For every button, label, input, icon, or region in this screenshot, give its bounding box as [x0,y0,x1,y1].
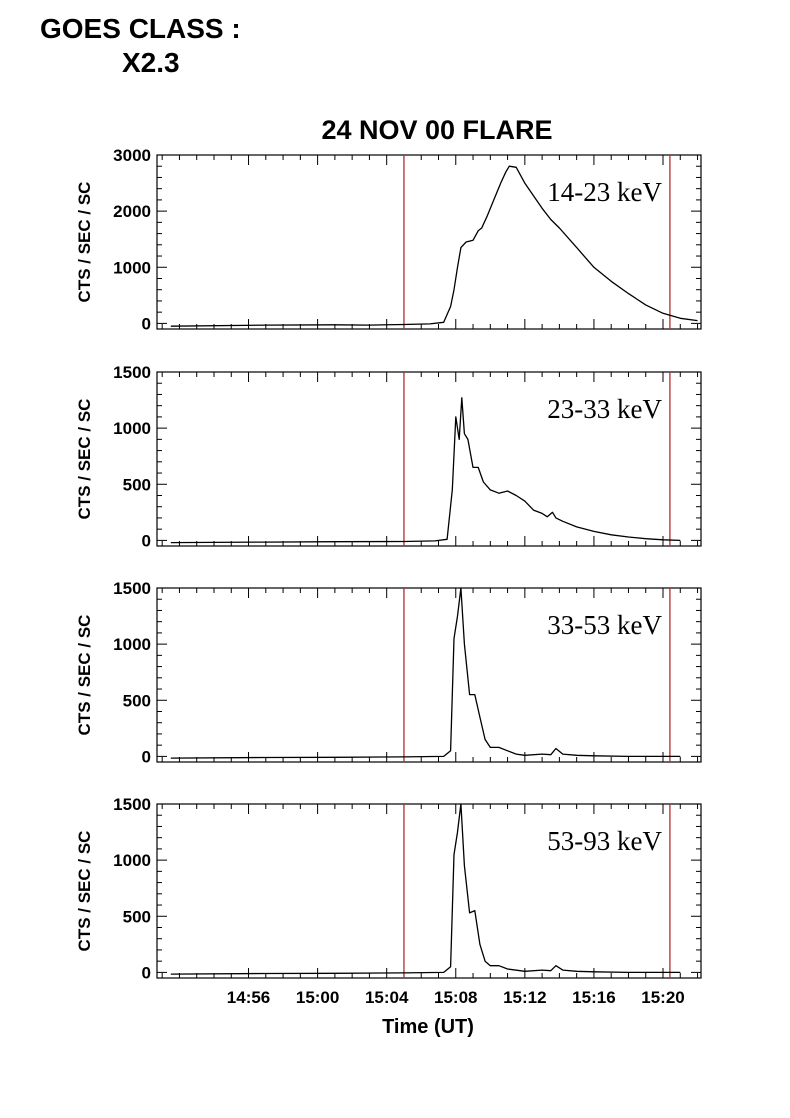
x-tick-label: 14:56 [227,988,270,1007]
y-tick-label: 1000 [113,419,151,438]
goes-class-annotation: GOES CLASS : X2.3 [40,12,241,80]
y-tick-label: 1500 [113,795,151,814]
y-axis-label: CTS / SEC / SC [75,399,94,520]
plot-frame [156,154,702,330]
x-tick-label: 15:12 [503,988,546,1007]
y-tick-label: 1000 [113,258,151,277]
y-tick-label: 0 [142,747,151,766]
x-tick-label: 15:16 [572,988,615,1007]
x-tick-label: 15:08 [434,988,477,1007]
energy-band-label: 53-93 keV [547,826,662,856]
count-rate-line [170,397,681,544]
panel-3: 0 500 1000 1500 CTS / SEC / SC 33-53 keV [75,579,702,766]
y-tick-label: 2000 [113,202,151,221]
y-axis-label: CTS / SEC / SC [75,182,94,303]
x-axis-label: Time (UT) [382,1016,474,1038]
y-tick-label: 1500 [113,579,151,598]
y-axis-label: CTS / SEC / SC [75,615,94,736]
energy-band-label: 14-23 keV [547,177,662,207]
count-rate-line [170,587,681,759]
energy-band-label: 33-53 keV [547,610,662,640]
y-axis-label: CTS / SEC / SC [75,831,94,952]
plot-frame [156,587,702,763]
plot-frame [156,371,702,547]
panel-4: 0 500 1000 1500 CTS / SEC / SC 53-93 keV [75,795,702,982]
y-tick-label: 0 [142,963,151,982]
y-tick-label: 500 [123,691,151,710]
x-tick-label: 15:04 [365,988,409,1007]
y-tick-label: 500 [123,907,151,926]
y-tick-label: 1000 [113,851,151,870]
y-tick-label: 0 [142,531,151,550]
y-tick-label: 3000 [113,146,151,165]
y-tick-label: 0 [142,314,151,333]
plot-frame [156,803,702,979]
panel-1: 0 1000 2000 3000 CTS / SEC / SC 14-23 keV [75,146,702,333]
goes-class-label: GOES CLASS : [40,13,241,44]
y-tick-label: 1000 [113,635,151,654]
count-rate-line [170,803,681,975]
goes-class-value: X2.3 [122,47,180,78]
count-rate-line [170,165,698,327]
panel-2: 0 500 1000 1500 CTS / SEC / SC 23-33 keV [75,363,702,550]
panels-group: 0 1000 2000 3000 CTS / SEC / SC 14-23 keV 0 500… [75,146,702,1007]
energy-band-label: 23-33 keV [547,394,662,424]
y-tick-label: 1500 [113,363,151,382]
chart-title: 24 NOV 00 FLARE [321,115,552,145]
y-tick-label: 500 [123,475,151,494]
x-tick-label: 15:00 [296,988,339,1007]
x-tick-label: 15:20 [641,988,684,1007]
